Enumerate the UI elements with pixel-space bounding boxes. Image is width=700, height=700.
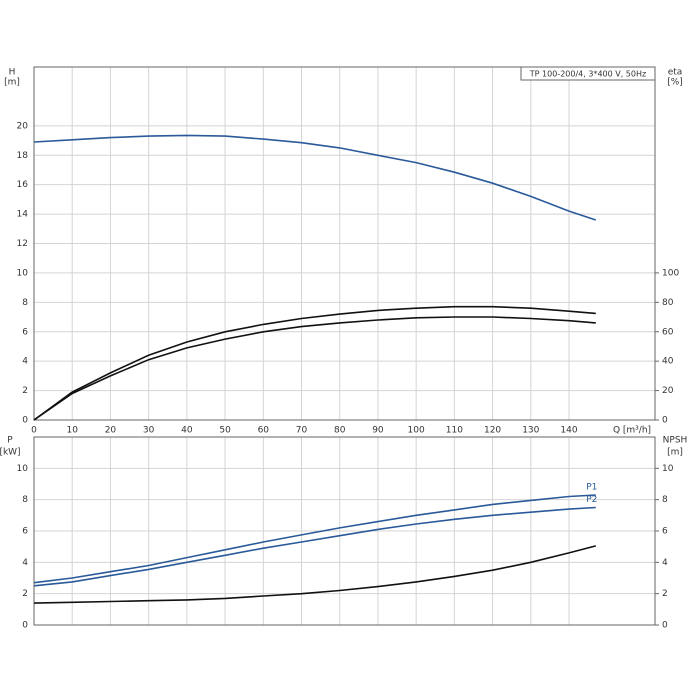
y2-tick-label: 40 (662, 357, 674, 367)
y-tick-label: 20 (17, 121, 29, 131)
chart-title: TP 100-200/4, 3*400 V, 50Hz (529, 70, 646, 79)
x-tick-label: 140 (560, 426, 577, 436)
x-tick-label: 70 (296, 426, 308, 436)
y2-tick-label: 8 (662, 495, 668, 505)
curve (33, 545, 597, 604)
y-tick-label: 12 (17, 239, 28, 249)
y2-axis-unit: [m] (667, 448, 683, 458)
x-tick-label: 50 (219, 426, 231, 436)
y-axis-label: P (7, 436, 13, 446)
y2-tick-label: 60 (662, 327, 674, 337)
curve (33, 506, 596, 587)
y2-tick-label: 80 (662, 298, 674, 308)
y2-tick-label: 0 (662, 416, 668, 426)
y2-tick-label: 0 (662, 621, 668, 631)
curve (33, 134, 597, 221)
plot-frame (33, 66, 656, 421)
y-tick-label: 2 (22, 386, 28, 396)
y2-axis-label: eta (668, 68, 683, 78)
x-tick-label: 10 (66, 426, 78, 436)
x-tick-label: 40 (181, 426, 193, 436)
x-axis-label: Q [m³/h] (613, 426, 651, 436)
y2-tick-label: 10 (662, 464, 674, 474)
plot-frame (33, 436, 656, 626)
y-axis-label: H (9, 68, 16, 78)
y-tick-label: 8 (22, 298, 28, 308)
y-tick-label: 14 (17, 210, 29, 220)
y-axis-unit: [kW] (0, 448, 21, 458)
y2-tick-label: 100 (662, 268, 679, 278)
x-tick-label: 80 (334, 426, 346, 436)
x-tick-label: 20 (105, 426, 117, 436)
x-tick-label: 60 (258, 426, 270, 436)
y-tick-label: 4 (22, 558, 28, 568)
curve (33, 305, 596, 421)
y-tick-label: 8 (22, 495, 28, 505)
y-axis-unit: [m] (4, 78, 20, 88)
y2-tick-label: 20 (662, 386, 674, 396)
series-label: P2 (586, 495, 597, 505)
title-box (520, 66, 656, 81)
y-tick-label: 6 (22, 527, 28, 537)
y-tick-label: 10 (17, 268, 29, 278)
x-tick-label: 100 (408, 426, 425, 436)
y2-tick-label: 4 (662, 558, 668, 568)
y-tick-label: 4 (22, 357, 28, 367)
x-tick-label: 120 (484, 426, 501, 436)
series-label: P1 (586, 482, 597, 492)
y-tick-label: 6 (22, 327, 28, 337)
curve (33, 494, 596, 584)
y-tick-label: 18 (17, 151, 29, 161)
x-tick-label: 90 (372, 426, 384, 436)
x-tick-label: 30 (143, 426, 155, 436)
x-tick-label: 130 (522, 426, 539, 436)
x-tick-label: 110 (446, 426, 463, 436)
y-tick-label: 10 (17, 464, 29, 474)
x-tick-label: 0 (31, 426, 37, 436)
y-tick-label: 0 (22, 621, 28, 631)
curve (33, 316, 596, 421)
y2-axis-label: NPSH (663, 436, 688, 446)
y2-axis-unit: [%] (667, 78, 683, 88)
y2-tick-label: 2 (662, 589, 668, 599)
y2-tick-label: 6 (662, 527, 668, 537)
y-tick-label: 16 (17, 180, 29, 190)
y-tick-label: 0 (22, 416, 28, 426)
y-tick-label: 2 (22, 589, 28, 599)
